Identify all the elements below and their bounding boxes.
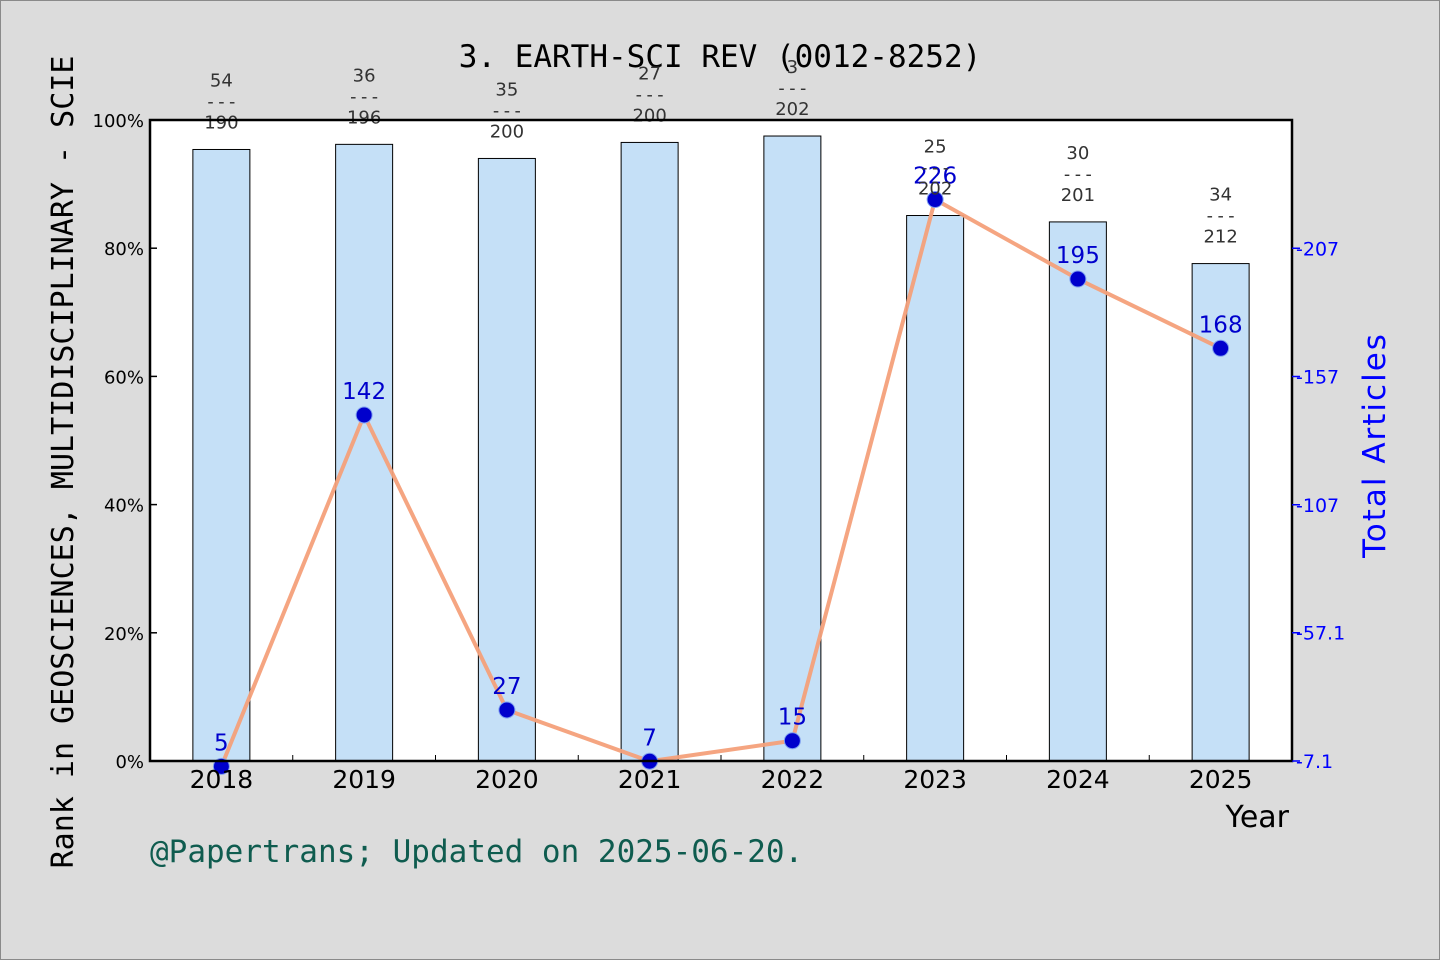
right-tick-label: -207 — [1296, 238, 1339, 260]
rank-label-2018: 54---190 — [204, 70, 238, 133]
rank-total: 201 — [1061, 185, 1095, 206]
rank-label-2025: 34---212 — [1203, 185, 1237, 248]
rank-separator: --- — [205, 91, 238, 112]
rank-total: 196 — [347, 107, 381, 128]
x-tick-label: 2020 — [475, 765, 539, 794]
rank-label-2019: 36---196 — [347, 65, 381, 128]
y2-axis-label: Total Articles — [1357, 332, 1393, 559]
articles-line — [219, 197, 1222, 768]
rank-value: 35 — [495, 79, 518, 100]
bar-2020 — [477, 157, 536, 762]
rank-label-2024: 30---201 — [1061, 143, 1095, 206]
left-tick-label: 100% — [93, 111, 144, 132]
rank-separator: --- — [633, 84, 666, 105]
articles-label-2023: 226 — [913, 164, 957, 190]
plot-area — [150, 120, 1292, 761]
articles-label-2022: 15 — [778, 705, 807, 731]
rank-total: 200 — [490, 121, 524, 142]
articles-label-2021: 7 — [642, 725, 657, 751]
articles-label-2024: 195 — [1056, 243, 1100, 269]
bar-2018 — [192, 148, 251, 762]
articles-label-2025: 168 — [1199, 312, 1243, 338]
x-tick-label: 2021 — [618, 765, 682, 794]
rank-value: 34 — [1209, 185, 1232, 206]
x-axis-label: Year — [1224, 800, 1289, 835]
left-axis: 0% 20% 40% 60% 80% 100% — [93, 111, 157, 773]
y-axis-label: Rank in GEOSCIENCES, MULTIDISCIPLINARY -… — [46, 56, 81, 869]
rank-separator: --- — [919, 158, 952, 179]
rank-label-2022: 3---202 — [775, 57, 809, 120]
rank-separator: --- — [491, 100, 524, 121]
x-tick-label: 2018 — [190, 765, 254, 794]
rank-total: 190 — [204, 112, 238, 133]
right-tick-label: -107 — [1296, 495, 1339, 517]
credit-footer: @Papertrans; Updated on 2025-06-20. — [150, 834, 804, 870]
right-tick-label: -57.1 — [1296, 623, 1345, 645]
rank-value: 27 — [638, 63, 661, 84]
left-tick-label: 0% — [115, 752, 144, 773]
rank-value: 3 — [787, 57, 798, 78]
rank-value: 36 — [353, 65, 376, 86]
x-tick-label: 2025 — [1189, 765, 1253, 794]
articles-label-2018: 5 — [214, 730, 229, 756]
articles-point-2025 — [1212, 339, 1230, 357]
rank-label-2020: 35---200 — [490, 79, 524, 142]
right-tick-label: -157 — [1296, 367, 1339, 389]
articles-point-2019 — [355, 406, 373, 424]
articles-point-2018 — [212, 757, 230, 775]
rank-separator: --- — [1204, 206, 1237, 227]
rank-separator: --- — [348, 86, 381, 107]
articles-point-2024 — [1069, 270, 1087, 288]
articles-point-2022 — [783, 732, 801, 750]
bar-2023 — [906, 215, 965, 762]
rank-total: 202 — [918, 179, 952, 200]
rank-total: 212 — [1203, 227, 1237, 248]
rank-labels-layer: 54---19036---19635---20027---2003---2022… — [204, 57, 1238, 248]
rank-separator: --- — [776, 78, 809, 99]
articles-point-2020 — [498, 701, 516, 719]
chart-title: 3. EARTH-SCI REV (0012-8252) — [459, 39, 982, 75]
left-tick-label: 60% — [104, 367, 144, 388]
rank-total: 200 — [632, 105, 666, 126]
rank-value: 54 — [210, 70, 233, 91]
right-tick-label: -7.1 — [1296, 751, 1333, 773]
line-layer: 5 142 27 7 15 226 195 168 — [212, 164, 1243, 775]
x-tick-label: 2019 — [332, 765, 396, 794]
bar-2024 — [1048, 221, 1107, 762]
rank-total: 202 — [775, 99, 809, 120]
rank-value: 30 — [1066, 143, 1089, 164]
bar-2021 — [620, 141, 679, 762]
left-tick-label: 20% — [104, 624, 144, 645]
articles-label-2019: 142 — [342, 379, 386, 405]
rank-label-2023: 25---202 — [918, 137, 952, 200]
right-axis: -7.1 -57.1 -107 -157 -207 — [1292, 238, 1345, 773]
x-tick-label: 2024 — [1046, 765, 1110, 794]
rank-value: 25 — [924, 137, 947, 158]
x-tick-label: 2022 — [761, 765, 825, 794]
rank-separator: --- — [1062, 164, 1095, 185]
x-tick-label: 2023 — [903, 765, 967, 794]
left-tick-label: 40% — [104, 496, 144, 517]
x-axis: 2018 2019 2020 2021 2022 2023 2024 2025 — [149, 755, 1293, 794]
articles-label-2020: 27 — [492, 674, 521, 700]
articles-point-2023 — [926, 191, 944, 209]
left-tick-label: 80% — [104, 239, 144, 260]
